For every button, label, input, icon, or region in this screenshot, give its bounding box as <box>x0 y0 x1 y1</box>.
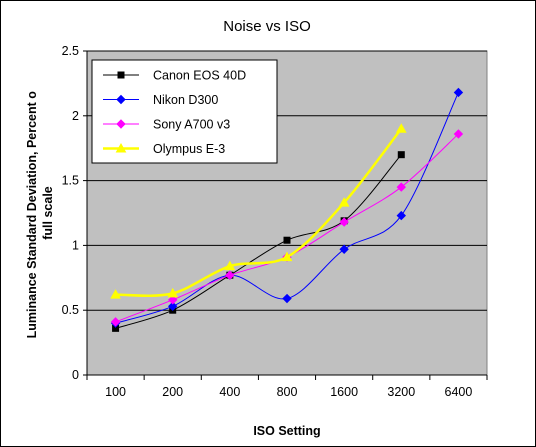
data-point <box>339 217 349 227</box>
data-point <box>168 295 178 305</box>
legend-label: Canon EOS 40D <box>153 69 246 83</box>
data-point <box>283 236 291 244</box>
axes <box>83 50 488 380</box>
data-point <box>339 244 349 254</box>
y-tick-label: 2.5 <box>62 44 79 58</box>
data-point <box>396 182 406 192</box>
data-point <box>453 129 464 139</box>
legend: Canon EOS 40D Nikon D300 Sony A700 v3 Olymp… <box>91 59 278 164</box>
y-tick-label: 0 <box>72 368 79 382</box>
data-point <box>453 87 464 98</box>
data-point <box>396 210 406 221</box>
data-point <box>225 270 235 280</box>
x-axis-title: ISO Setting <box>253 424 320 438</box>
data-point <box>110 289 121 299</box>
y-tick-label: 1 <box>72 238 79 252</box>
data-point <box>282 293 292 304</box>
legend-entries: Canon EOS 40D Nikon D300 Sony A700 v3 Olymp… <box>103 69 246 156</box>
y-axis-title-line-2: full scale <box>41 186 55 240</box>
tick-labels: 0 0.5 1 1.5 2 2.5 100 200 400 800 1600 3200 6400 <box>62 44 473 399</box>
x-tick-label: 6400 <box>445 385 473 399</box>
legend-label: Sony A700 v3 <box>153 118 230 132</box>
series-group <box>110 87 464 332</box>
legend-label: Nikon D300 <box>153 93 218 107</box>
data-point <box>167 287 179 298</box>
y-tick-label: 1.5 <box>62 174 79 188</box>
legend-item: Nikon D300 <box>103 93 218 107</box>
legend-marker <box>116 119 126 129</box>
legend-item: Canon EOS 40D <box>103 69 246 83</box>
legend-item: Olympus E-3 <box>103 142 225 156</box>
data-point <box>224 260 236 271</box>
data-point <box>168 301 178 312</box>
data-point <box>110 317 121 327</box>
y-axis-title: Luminance Standard Deviation, Percent o … <box>25 88 55 339</box>
data-point <box>338 197 350 207</box>
series-olympus-e-3 <box>110 123 407 299</box>
data-point <box>395 123 407 133</box>
y-tick-label: 2 <box>72 109 79 123</box>
y-tick-label: 0.5 <box>62 303 79 317</box>
legend-marker <box>116 94 126 105</box>
data-point <box>281 251 293 262</box>
legend-label: Olympus E-3 <box>153 142 225 156</box>
chart-title: Noise vs ISO <box>223 18 311 35</box>
x-tick-label: 400 <box>219 385 240 399</box>
x-tick-label: 3200 <box>387 385 415 399</box>
data-point <box>397 151 405 159</box>
legend-marker <box>115 142 127 153</box>
x-tick-label: 800 <box>277 385 298 399</box>
x-tick-label: 1600 <box>330 385 358 399</box>
legend-marker <box>117 71 125 79</box>
y-axis-title-line-1: Luminance Standard Deviation, Percent o <box>25 91 39 339</box>
x-tick-label: 200 <box>162 385 183 399</box>
legend-item: Sony A700 v3 <box>103 118 230 132</box>
x-tick-label: 100 <box>105 385 126 399</box>
